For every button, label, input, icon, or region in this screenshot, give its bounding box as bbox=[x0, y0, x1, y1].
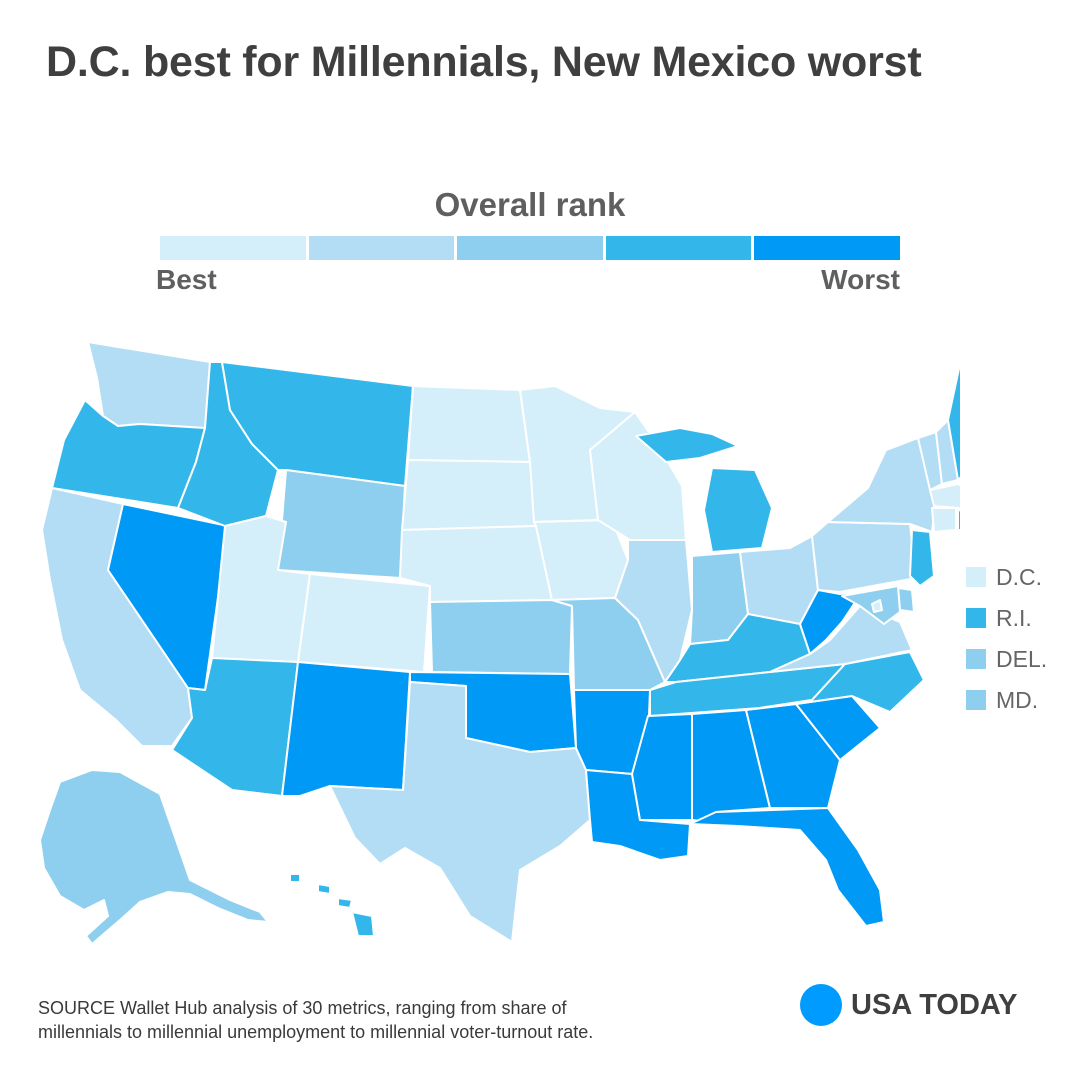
key-label-dc: D.C. bbox=[996, 563, 1042, 590]
state-mi-upper bbox=[635, 427, 739, 463]
state-hi bbox=[289, 873, 375, 937]
scale-swatch-2 bbox=[308, 236, 455, 260]
key-swatch-ri bbox=[966, 608, 986, 628]
state-co bbox=[297, 573, 431, 673]
scale-best-label: Best bbox=[156, 264, 217, 295]
source-line-2: millennials to millennial unemployment t… bbox=[38, 1022, 594, 1042]
state-me bbox=[947, 363, 960, 481]
key-item-del: DEL. bbox=[966, 639, 1047, 679]
state-nd bbox=[407, 385, 531, 463]
state-ma bbox=[929, 483, 960, 510]
scale-swatch-5 bbox=[754, 236, 900, 260]
state-md bbox=[841, 585, 901, 625]
state-ri bbox=[957, 509, 960, 531]
key-swatch-del bbox=[966, 649, 986, 669]
brand-name: USA TODAY bbox=[851, 988, 1018, 1021]
scale-swatch-3 bbox=[457, 236, 603, 260]
state-mi bbox=[703, 467, 773, 553]
chart-title: D.C. best for Millennials, New Mexico wo… bbox=[46, 38, 922, 86]
scale-worst-label: Worst bbox=[821, 264, 900, 295]
state-ks bbox=[429, 599, 573, 675]
state-wa bbox=[87, 341, 211, 429]
state-ak bbox=[39, 769, 269, 945]
key-label-del: DEL. bbox=[996, 645, 1048, 672]
state-dc bbox=[871, 599, 883, 613]
state-nj bbox=[909, 529, 935, 587]
key-item-dc: D.C. bbox=[966, 557, 1047, 597]
state-ct bbox=[931, 507, 957, 533]
usa-today-logo: USA TODAY bbox=[800, 984, 1018, 1026]
key-swatch-md bbox=[966, 690, 986, 710]
key-label-md: MD. bbox=[996, 686, 1039, 713]
scale-swatch-1 bbox=[160, 236, 306, 260]
state-wi bbox=[589, 411, 687, 541]
small-states-key: D.C. R.I. DEL. MD. bbox=[966, 557, 1047, 721]
source-line-1: SOURCE Wallet Hub analysis of 30 metrics… bbox=[38, 998, 567, 1018]
state-sd bbox=[401, 459, 537, 531]
state-tx bbox=[329, 681, 591, 943]
state-nm bbox=[281, 661, 411, 797]
us-map bbox=[39, 341, 960, 945]
state-nc bbox=[759, 651, 925, 713]
state-fl bbox=[689, 807, 885, 927]
legend-title: Overall rank bbox=[434, 186, 626, 223]
color-scale bbox=[160, 236, 900, 260]
state-pa bbox=[811, 521, 917, 593]
state-ny bbox=[827, 437, 937, 533]
usa-today-dot-icon bbox=[800, 984, 842, 1026]
scale-swatch-4 bbox=[605, 236, 752, 260]
state-wy bbox=[277, 469, 406, 579]
key-item-ri: R.I. bbox=[966, 598, 1047, 638]
key-item-md: MD. bbox=[966, 680, 1047, 720]
source-note: SOURCE Wallet Hub analysis of 30 metrics… bbox=[38, 996, 758, 1044]
key-swatch-dc bbox=[966, 567, 986, 587]
state-ms bbox=[631, 713, 693, 821]
key-label-ri: R.I. bbox=[996, 604, 1032, 631]
